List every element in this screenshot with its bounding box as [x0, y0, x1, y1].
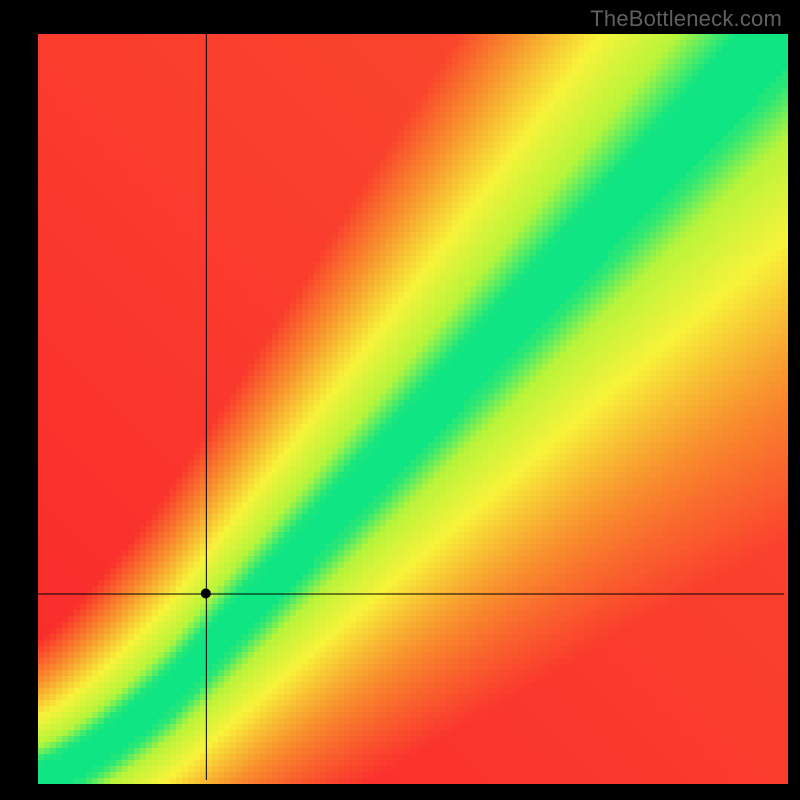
chart-container: TheBottleneck.com: [0, 0, 800, 800]
watermark-text: TheBottleneck.com: [590, 6, 782, 32]
plot-area: [0, 0, 800, 800]
bottleneck-heatmap: [0, 0, 800, 800]
